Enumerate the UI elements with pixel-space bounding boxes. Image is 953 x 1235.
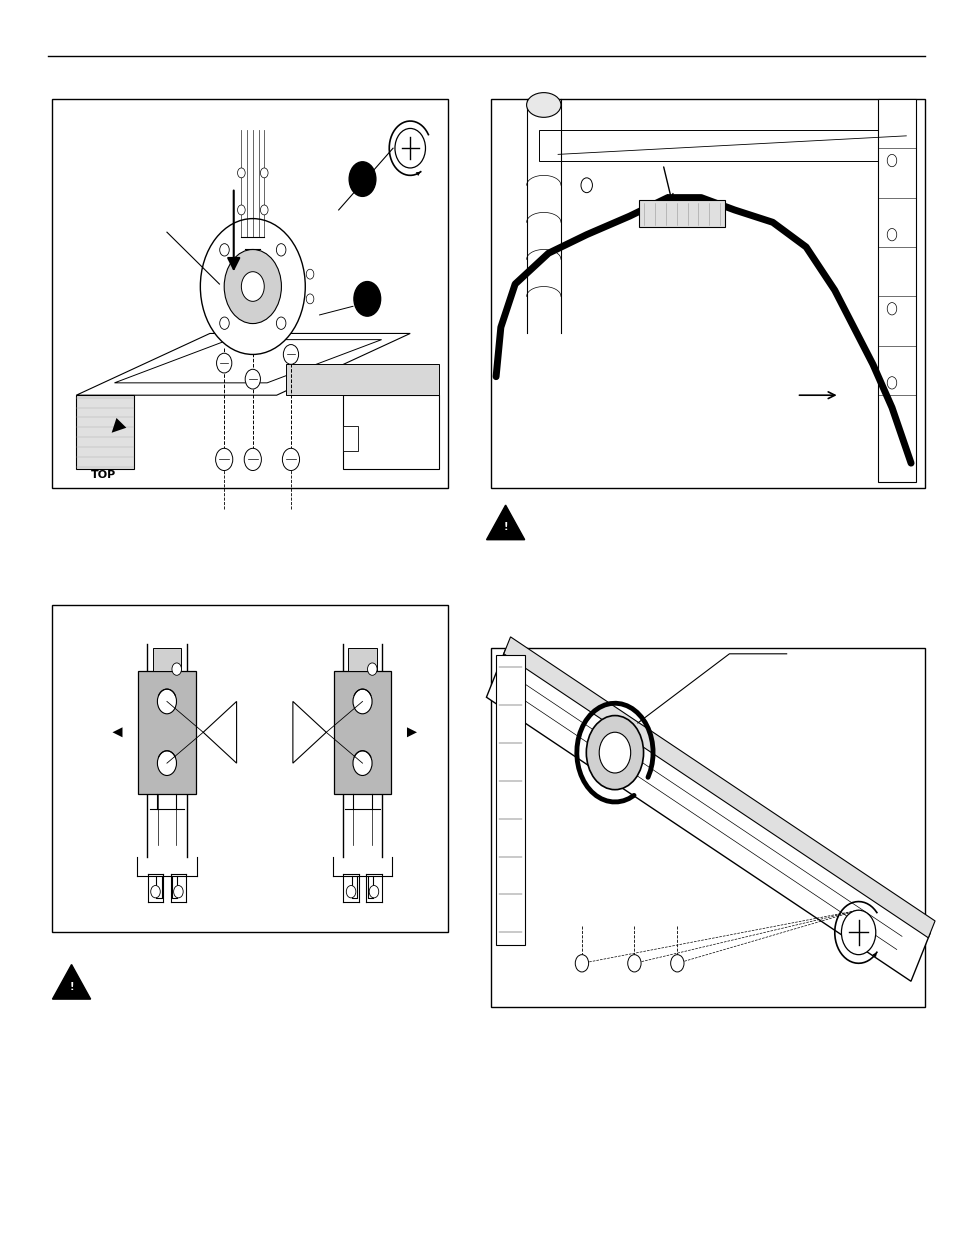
Circle shape (283, 345, 298, 364)
Polygon shape (76, 395, 133, 469)
Polygon shape (503, 637, 934, 937)
Circle shape (670, 955, 683, 972)
Circle shape (151, 885, 160, 898)
Circle shape (306, 269, 314, 279)
Circle shape (245, 369, 260, 389)
Circle shape (886, 154, 896, 167)
Bar (491, 648, 924, 1007)
Text: !: ! (70, 982, 73, 992)
Circle shape (586, 715, 643, 789)
Bar (52, 99, 448, 488)
Polygon shape (76, 333, 410, 395)
Circle shape (260, 168, 268, 178)
Polygon shape (486, 505, 524, 540)
Bar (52, 605, 448, 932)
Circle shape (369, 885, 378, 898)
Text: TOP: TOP (91, 471, 115, 480)
Circle shape (353, 689, 372, 714)
Polygon shape (286, 364, 438, 395)
Bar (334, 671, 391, 794)
Circle shape (276, 317, 286, 330)
Ellipse shape (526, 93, 560, 117)
Polygon shape (538, 130, 915, 161)
Circle shape (200, 219, 305, 354)
Circle shape (172, 663, 181, 676)
Circle shape (627, 955, 640, 972)
Circle shape (157, 689, 176, 714)
Polygon shape (496, 655, 524, 945)
Circle shape (346, 885, 355, 898)
Bar (639, 200, 724, 227)
Polygon shape (343, 426, 357, 451)
Circle shape (244, 448, 261, 471)
Text: !: ! (503, 522, 507, 532)
Circle shape (886, 377, 896, 389)
Circle shape (219, 317, 229, 330)
Polygon shape (152, 648, 181, 671)
Bar (491, 99, 924, 488)
Circle shape (237, 168, 245, 178)
Circle shape (349, 162, 375, 196)
Polygon shape (486, 648, 929, 982)
Circle shape (395, 128, 425, 168)
Circle shape (260, 205, 268, 215)
Polygon shape (52, 965, 91, 999)
Polygon shape (114, 340, 381, 383)
Circle shape (367, 663, 376, 676)
Polygon shape (348, 648, 376, 671)
Circle shape (354, 282, 380, 316)
Circle shape (575, 955, 588, 972)
Circle shape (598, 732, 630, 773)
Circle shape (173, 885, 183, 898)
Circle shape (237, 205, 245, 215)
Circle shape (580, 178, 592, 193)
Circle shape (276, 243, 286, 256)
Polygon shape (343, 395, 438, 469)
Polygon shape (203, 701, 236, 763)
Circle shape (224, 249, 281, 324)
Circle shape (353, 751, 372, 776)
Circle shape (215, 448, 233, 471)
Polygon shape (877, 99, 915, 482)
Circle shape (886, 228, 896, 241)
Circle shape (157, 751, 176, 776)
Polygon shape (293, 701, 326, 763)
Circle shape (219, 243, 229, 256)
Bar (138, 671, 195, 794)
Circle shape (306, 294, 314, 304)
Circle shape (216, 353, 232, 373)
Circle shape (841, 910, 875, 955)
Circle shape (282, 448, 299, 471)
Circle shape (886, 303, 896, 315)
Circle shape (241, 272, 264, 301)
